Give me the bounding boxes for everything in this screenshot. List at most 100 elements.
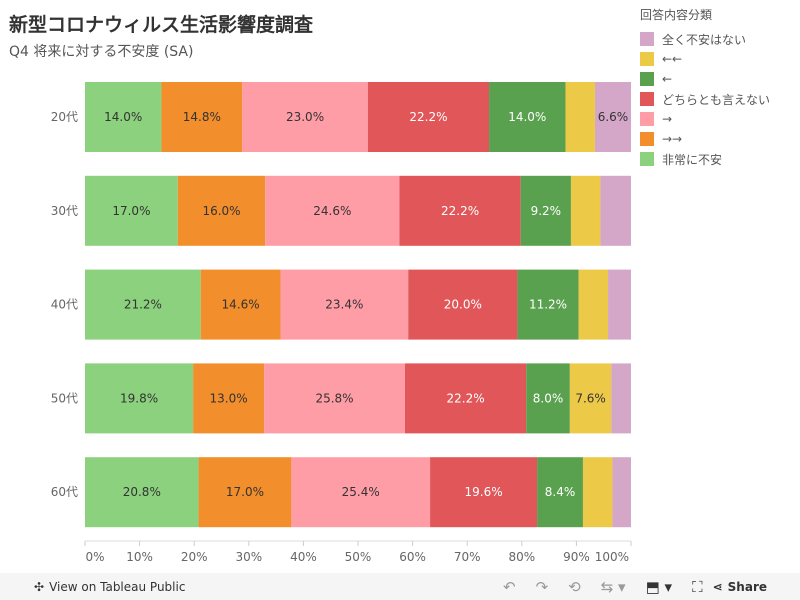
legend-swatch [640,92,654,106]
data-label: 21.2% [124,298,162,312]
redo-icon[interactable]: ↷ [535,577,549,596]
bar-segment[interactable] [85,82,162,152]
bar-segment[interactable] [161,82,243,152]
legend-label: ← [662,72,673,86]
bar-segment[interactable] [367,82,490,152]
fullscreen-icon[interactable]: ⛶ [692,577,703,596]
data-label: 6.6% [598,110,629,124]
legend-item[interactable]: ← [640,69,770,89]
bar-segment[interactable] [177,175,266,246]
bar-segment[interactable] [265,175,400,246]
bar-segment[interactable] [408,269,518,340]
data-label: 23.0% [286,110,324,124]
share-icon: ⋖ [712,579,723,594]
data-label: 25.8% [315,391,353,405]
data-label: 24.6% [313,204,351,218]
x-tick-label: 50% [345,550,372,564]
category-label: 20代 [51,110,78,124]
bar-segment[interactable] [526,363,570,434]
data-label: 14.0% [104,110,142,124]
legend-swatch [640,112,654,126]
bar-segment[interactable] [517,269,579,340]
undo-icon[interactable]: ↶ [502,577,516,596]
bar-segment[interactable] [85,457,199,528]
legend-swatch [640,132,654,146]
data-label: 19.8% [120,391,158,405]
bar-segment[interactable] [600,175,631,246]
category-label: 30代 [51,204,78,218]
legend-swatch [640,52,654,66]
x-tick-label: 0% [85,550,104,564]
bar-segment[interactable] [611,363,631,434]
tableau-toolbar: ✣ View on Tableau Public ↶ ↷ ⟲ ⇆ ▾ ⬒ ▾ ⛶… [0,573,800,600]
legend-title: 回答内容分類 [640,8,713,22]
category-label: 40代 [51,298,78,312]
chart-title: 新型コロナウィルス生活影響度調査 [9,14,314,36]
legend-item[interactable]: → [640,109,770,129]
data-label: 8.4% [545,485,576,499]
bar-segment[interactable] [520,175,571,246]
bar-segment[interactable] [399,175,521,246]
legend-label: ←← [662,52,683,66]
x-tick-label: 80% [508,550,535,564]
revert-icon[interactable]: ⟲ [568,577,581,596]
bar-segment[interactable] [280,269,409,340]
legend-item[interactable]: 全く不安はない [640,29,770,49]
bar-segment[interactable] [537,457,583,528]
legend-label: 非常に不安 [662,152,723,167]
legend-item[interactable]: 非常に不安 [640,149,770,169]
data-label: 7.6% [575,391,606,405]
refresh-icon[interactable]: ⇆ ▾ [600,577,626,596]
data-label: 22.2% [446,391,484,405]
data-label: 14.6% [222,298,260,312]
x-tick-label: 40% [290,550,317,564]
download-icon[interactable]: ⬒ ▾ [645,577,673,596]
data-label: 23.4% [325,298,363,312]
data-label: 11.2% [529,298,567,312]
data-label: 13.0% [210,391,248,405]
data-label: 17.0% [112,204,150,218]
bar-segment[interactable] [242,82,368,152]
bar-segment[interactable] [193,363,265,434]
bar-segment[interactable] [578,269,609,340]
data-label: 20.0% [444,298,482,312]
bar-segment[interactable] [264,363,405,434]
data-label: 16.0% [202,204,240,218]
share-button[interactable]: ⋖ Share [712,579,767,594]
bar-segment[interactable] [594,82,631,152]
data-label: 19.6% [465,485,503,499]
bar-segment[interactable] [612,457,631,528]
bar-segment[interactable] [608,269,631,340]
category-label: 50代 [51,391,78,405]
bar-segment[interactable] [85,269,201,340]
bar-segment[interactable] [404,363,527,434]
x-tick-label: 60% [399,550,426,564]
x-tick-label: 70% [454,550,481,564]
x-tick-label: 30% [235,550,262,564]
bar-segment[interactable] [570,175,601,246]
data-label: 25.4% [342,485,380,499]
bar-segment[interactable] [85,363,194,434]
bar-segment[interactable] [200,269,281,340]
legend-item[interactable]: →→ [640,129,770,149]
stacked-bar-chart: 20代 14.0% 14.8% 23.0% 22.2% 14.0% 6.6% 30代 17.0%… [51,82,632,564]
bar-segment[interactable] [489,82,566,152]
bar-segment[interactable] [565,82,595,152]
data-label: 17.0% [226,485,264,499]
bar-segment[interactable] [198,457,292,528]
legend-swatch [640,72,654,86]
bar-segment[interactable] [291,457,431,528]
bar-segment[interactable] [582,457,613,528]
data-label: 8.0% [533,391,564,405]
legend-swatch [640,152,654,166]
x-tick-label: 100% [595,550,629,564]
bar-segment[interactable] [85,175,178,246]
legend-item[interactable]: ←← [640,49,770,69]
legend-label: どちらとも言えない [662,92,771,107]
legend-label: → [662,112,673,126]
bar-segment[interactable] [430,457,538,528]
data-label: 14.0% [508,110,546,124]
legend-item[interactable]: どちらとも言えない [640,89,770,109]
view-on-tableau-link[interactable]: ✣ View on Tableau Public [34,579,186,594]
bar-segment[interactable] [569,363,612,434]
